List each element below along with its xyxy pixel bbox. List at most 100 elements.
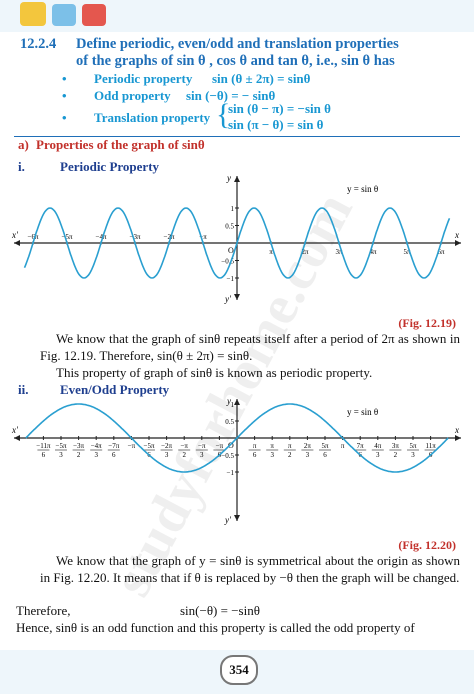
- section-label: a): [18, 137, 29, 152]
- x-tick-label: 3π: [335, 248, 343, 256]
- x-tick-label: 3: [59, 451, 63, 459]
- x-tick-label: π: [269, 248, 273, 256]
- axis-label: x: [454, 230, 459, 240]
- x-tick-label: 3: [94, 451, 98, 459]
- figure-caption: (Fig. 12.20): [398, 538, 456, 552]
- x-tick-label: 6: [42, 451, 46, 459]
- axis-label: x': [11, 230, 19, 240]
- x-tick-label: 6: [112, 451, 116, 459]
- paragraph: This property of graph of sinθ is known …: [56, 365, 373, 380]
- x-tick-label: −4π: [96, 233, 107, 241]
- x-tick-label: 2π: [301, 248, 309, 256]
- x-tick-label: 6: [253, 451, 257, 459]
- subsection-label: ii.: [18, 382, 29, 397]
- header-strip: [0, 0, 474, 32]
- x-tick-label: 7π: [357, 442, 365, 450]
- x-tick-label: −3π: [73, 442, 84, 450]
- x-tick-label: −5π: [56, 442, 67, 450]
- y-tick-label: 0.5: [225, 418, 234, 426]
- x-tick-label: 5π: [321, 442, 329, 450]
- origin-label: O: [228, 246, 234, 255]
- x-tick-label: −7π: [108, 442, 119, 450]
- bullet-formula: sin (θ − π) = −sin θ: [228, 101, 331, 116]
- x-tick-label: 4π: [369, 248, 377, 256]
- rule: [14, 136, 460, 137]
- x-tick-label: 2: [77, 451, 81, 459]
- page-number: 354: [220, 655, 258, 685]
- subsection-title: Periodic Property: [60, 159, 160, 174]
- bullet-label: Periodic property: [94, 71, 193, 86]
- y-tick-label: 1: [231, 205, 235, 213]
- x-tick-label: 5π: [409, 442, 417, 450]
- sine-curve: [25, 403, 449, 473]
- bullet: •: [62, 88, 67, 103]
- closing: Hence, sinθ is an odd function and this …: [16, 620, 415, 635]
- brace: {: [216, 98, 231, 131]
- bullet: •: [62, 110, 67, 125]
- icon: [52, 4, 76, 26]
- x-tick-label: 2: [288, 451, 292, 459]
- x-tick-label: 3: [270, 451, 274, 459]
- x-tick-label: −5π: [62, 233, 73, 241]
- heading: Define periodic, even/odd and translatio…: [76, 36, 399, 52]
- bullet-formula: sin (π − θ) = sin θ: [228, 117, 324, 132]
- x-tick-label: −4π: [91, 442, 102, 450]
- heading-number: 12.2.4: [20, 36, 57, 52]
- x-tick-label: 6: [323, 451, 327, 459]
- y-tick-label: −0.5: [221, 258, 234, 266]
- axis-label: y: [226, 396, 231, 406]
- subsection-label: i.: [18, 159, 25, 174]
- x-tick-label: 3: [411, 451, 415, 459]
- bullet-label: Translation property: [94, 110, 211, 125]
- axis-label: x': [11, 425, 19, 435]
- bullet-formula: sin (θ ± 2π) = sinθ: [212, 71, 311, 86]
- x-tick-label: 2: [182, 451, 186, 459]
- y-tick-label: −0.5: [221, 452, 234, 460]
- x-tick-label: π: [270, 442, 274, 450]
- bullet: •: [62, 71, 67, 86]
- x-tick-label: −π: [216, 442, 224, 450]
- x-tick-label: −3π: [130, 233, 141, 241]
- x-tick-label: −π: [128, 442, 136, 450]
- x-tick-label: 3: [306, 451, 310, 459]
- x-tick-label: −π: [198, 442, 206, 450]
- x-tick-label: 4π: [374, 442, 382, 450]
- paragraph: We know that the graph of sinθ repeats i…: [40, 331, 460, 363]
- curve-label: y = sin θ: [347, 407, 378, 417]
- x-tick-label: 3: [200, 451, 204, 459]
- axis-label: x: [454, 425, 459, 435]
- y-tick-label: 0.5: [225, 223, 234, 231]
- x-tick-label: −π: [180, 442, 188, 450]
- x-tick-label: 3: [376, 451, 380, 459]
- x-tick-label: −2π: [164, 233, 175, 241]
- axis-label: y: [226, 173, 231, 183]
- axis-label: y': [224, 294, 232, 304]
- section-title: Properties of the graph of sinθ: [36, 137, 205, 152]
- axis-label: y': [224, 515, 232, 525]
- x-tick-label: −π: [199, 233, 207, 241]
- x-tick-label: −5π: [144, 442, 155, 450]
- x-tick-label: 11π: [425, 442, 436, 450]
- y-tick-label: −1: [227, 275, 235, 283]
- x-tick-label: π: [341, 442, 345, 450]
- x-tick-label: −2π: [161, 442, 172, 450]
- x-tick-label: −11π: [36, 442, 51, 450]
- x-tick-label: −6π: [28, 233, 39, 241]
- subsection-title: Even/Odd Property: [60, 382, 170, 397]
- sine-curve: [23, 207, 451, 279]
- x-tick-label: π: [288, 442, 292, 450]
- heading: of the graphs of sin θ , cos θ and tan θ…: [76, 53, 395, 69]
- y-tick-label: −1: [227, 469, 235, 477]
- icon: [82, 4, 106, 26]
- graph: x x' y y' Oy = sin θ 1 0.5 −0.5 −1 −6π −5π −4π −3π −2…: [11, 173, 461, 304]
- icon: [20, 2, 46, 26]
- paragraph: We know that the graph of y = sinθ is sy…: [40, 553, 460, 585]
- x-tick-label: 3π: [392, 442, 400, 450]
- graph: xx'yy'Oy = sin θ10.5−0.5−1−11π6−5π3−3π2−…: [11, 396, 461, 525]
- figure-caption: (Fig. 12.19): [398, 316, 456, 330]
- curve-label: y = sin θ: [347, 184, 378, 194]
- x-tick-label: 5π: [403, 248, 411, 256]
- bullet-label: Odd property: [94, 88, 171, 103]
- therefore: Therefore,: [16, 603, 71, 618]
